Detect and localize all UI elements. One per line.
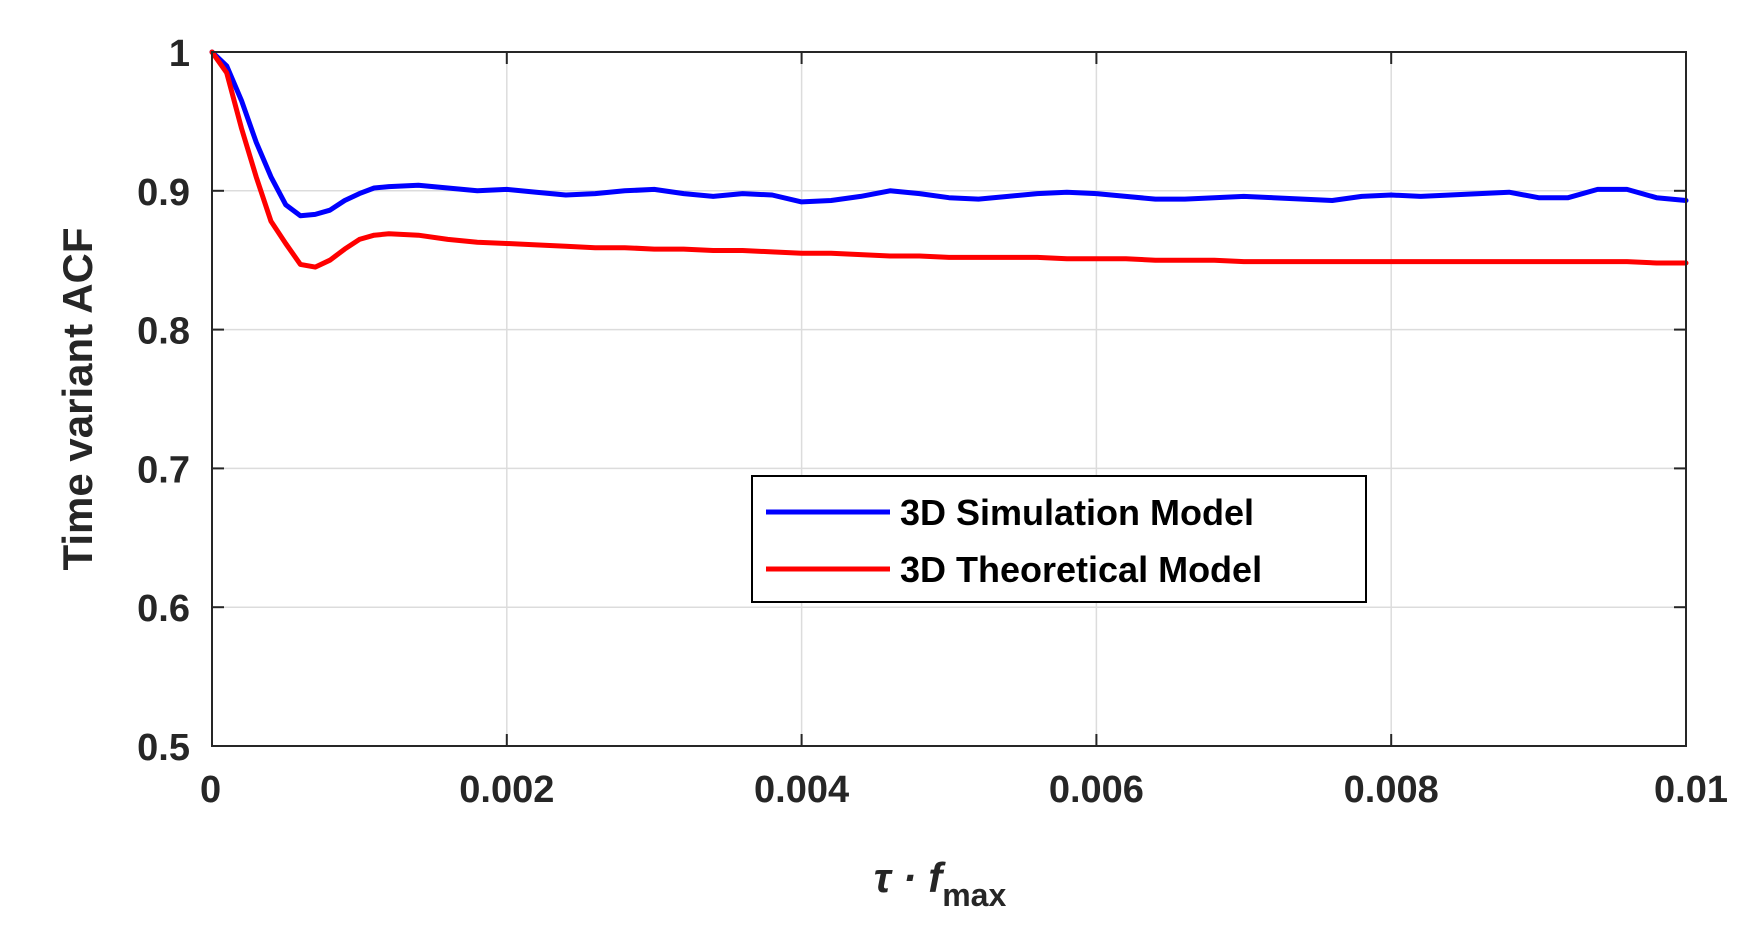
axis-ticks: 0 0.002 0.004 0.006 0.008 0.01 0.5 0.6 0.7 0.8 0.9… [137, 33, 1728, 811]
plot-frame [211, 51, 1687, 747]
y-tick-label: 0.7 [137, 449, 190, 491]
y-tick-label: 0.5 [137, 727, 190, 769]
y-tick-label: 1 [169, 33, 190, 75]
x-tick-label: 0 [200, 769, 221, 811]
legend-label-theoretical: 3D Theoretical Model [900, 549, 1262, 590]
x-axis-label-main: τ · f [874, 854, 946, 901]
x-tick-label: 0.004 [754, 769, 849, 811]
y-axis-label: Time variant ACF [54, 227, 101, 570]
y-tick-label: 0.6 [137, 588, 190, 630]
legend: 3D Simulation Model 3D Theoretical Model [751, 475, 1367, 603]
x-tick-label: 0.008 [1344, 769, 1439, 811]
plot-area [212, 52, 1686, 746]
y-tick-label: 0.9 [137, 172, 190, 214]
x-tick-label: 0.01 [1654, 769, 1728, 811]
x-axis-label-sub: max [942, 877, 1006, 913]
series-group [209, 49, 1689, 270]
x-axis-label: τ · fmax [874, 854, 1007, 913]
series-line-simulation [209, 49, 1689, 219]
y-tick-label: 0.8 [137, 311, 190, 353]
legend-label-simulation: 3D Simulation Model [900, 492, 1254, 533]
x-tick-label: 0.006 [1049, 769, 1144, 811]
series-line-theoretical [209, 49, 1689, 270]
legend-box [751, 475, 1367, 603]
x-tick-label: 0.002 [459, 769, 554, 811]
